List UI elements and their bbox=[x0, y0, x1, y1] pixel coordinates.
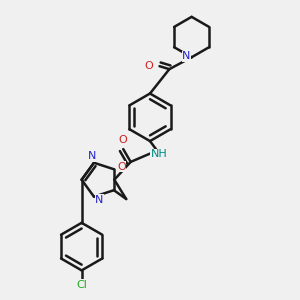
Text: NH: NH bbox=[151, 149, 167, 160]
Text: O: O bbox=[119, 135, 128, 145]
Text: O: O bbox=[117, 162, 126, 172]
Text: O: O bbox=[144, 61, 153, 71]
Text: N: N bbox=[88, 151, 97, 161]
Text: N: N bbox=[182, 51, 190, 61]
Text: Cl: Cl bbox=[76, 280, 87, 290]
Text: N: N bbox=[95, 195, 103, 205]
